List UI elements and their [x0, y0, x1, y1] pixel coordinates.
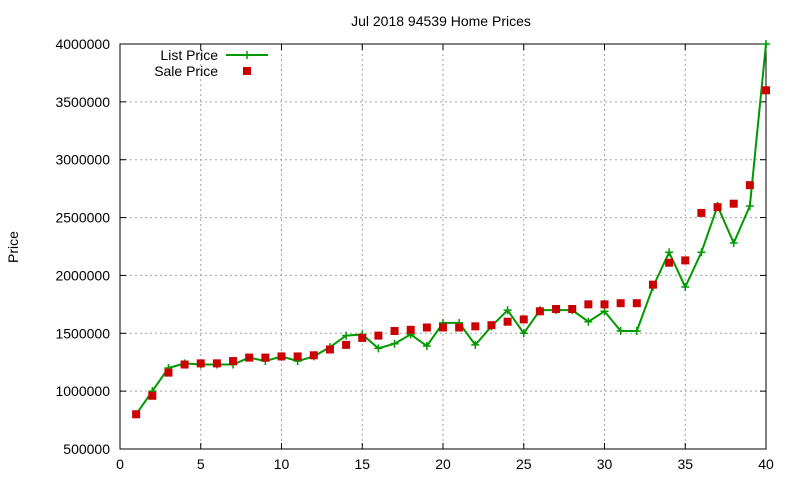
y-tick-label: 3000000	[55, 152, 110, 168]
data-point	[390, 326, 399, 335]
x-tick-label: 10	[274, 456, 290, 472]
data-point	[180, 360, 189, 369]
data-point	[390, 339, 399, 348]
x-tick-label: 40	[758, 456, 774, 472]
y-tick-label: 2000000	[55, 267, 110, 283]
data-point	[665, 258, 674, 267]
data-point	[535, 307, 544, 316]
x-tick-label: 5	[197, 456, 205, 472]
legend-label: Sale Price	[154, 63, 218, 79]
data-point	[584, 300, 593, 309]
series-list-price	[132, 40, 770, 419]
data-point	[342, 331, 351, 340]
y-tick-label: 4000000	[55, 36, 110, 52]
data-point	[261, 353, 270, 362]
data-point	[681, 283, 690, 291]
data-point	[374, 331, 383, 340]
y-tick-label: 2500000	[55, 210, 110, 226]
y-tick-label: 1500000	[55, 325, 110, 341]
data-point	[229, 357, 238, 366]
data-point	[503, 317, 512, 326]
data-point	[245, 353, 254, 362]
x-tick-label: 30	[597, 456, 613, 472]
y-tick-label: 1000000	[55, 383, 110, 399]
data-point	[697, 248, 706, 257]
axes: 0 5 10 15 20 25 30 35 40 500000 1000000 1500000 2000…	[55, 36, 774, 472]
data-point	[665, 248, 674, 257]
data-point	[729, 199, 738, 208]
chart-title: Jul 2018 94539 Home Prices	[351, 13, 531, 29]
y-axis-label: Price	[5, 231, 21, 263]
data-point	[745, 202, 754, 210]
data-point	[632, 299, 641, 308]
legend-marker	[243, 67, 251, 75]
data-point	[455, 323, 464, 332]
x-tick-label: 35	[677, 456, 693, 472]
data-point	[697, 208, 706, 217]
data-point	[293, 352, 302, 361]
data-point	[568, 304, 577, 313]
data-point	[600, 300, 609, 309]
legend-item: Sale Price	[154, 63, 251, 79]
data-point	[212, 359, 221, 368]
data-point	[374, 344, 383, 353]
series-sale-price	[132, 86, 770, 419]
data-point	[487, 321, 496, 330]
data-point	[729, 239, 738, 248]
data-point	[471, 340, 480, 349]
data-point	[196, 359, 205, 368]
data-series	[132, 40, 770, 419]
data-point	[503, 306, 512, 315]
data-point	[422, 323, 431, 332]
data-point	[552, 304, 561, 313]
data-point	[164, 368, 173, 377]
data-point	[422, 342, 431, 351]
data-point	[584, 317, 593, 326]
y-tick-label: 3500000	[55, 94, 110, 110]
x-tick-label: 0	[116, 456, 124, 472]
x-tick-label: 25	[516, 456, 532, 472]
data-point	[762, 86, 770, 95]
data-point	[632, 326, 641, 335]
grid-lines	[120, 44, 766, 449]
data-point	[325, 345, 334, 354]
data-point	[713, 203, 722, 212]
data-point	[681, 256, 690, 265]
data-point	[519, 329, 528, 338]
data-point	[358, 333, 367, 342]
legend-label: List Price	[160, 47, 218, 63]
legend-item: List Price	[160, 47, 268, 63]
legend-marker	[243, 51, 251, 59]
x-tick-label: 20	[435, 456, 451, 472]
x-tick-label: 15	[354, 456, 370, 472]
data-point	[648, 280, 657, 289]
data-point	[616, 299, 625, 308]
data-point	[132, 410, 141, 419]
data-point	[762, 40, 770, 48]
data-point	[439, 323, 447, 332]
data-point	[519, 315, 528, 324]
data-point	[600, 307, 609, 316]
data-point	[406, 325, 415, 334]
data-point	[277, 352, 286, 361]
data-point	[342, 340, 351, 349]
data-point	[616, 326, 625, 335]
data-point	[745, 181, 754, 190]
data-point	[148, 391, 157, 400]
y-tick-label: 500000	[63, 441, 110, 457]
series-line	[135, 43, 767, 415]
data-point	[471, 322, 480, 331]
data-point	[309, 351, 318, 360]
